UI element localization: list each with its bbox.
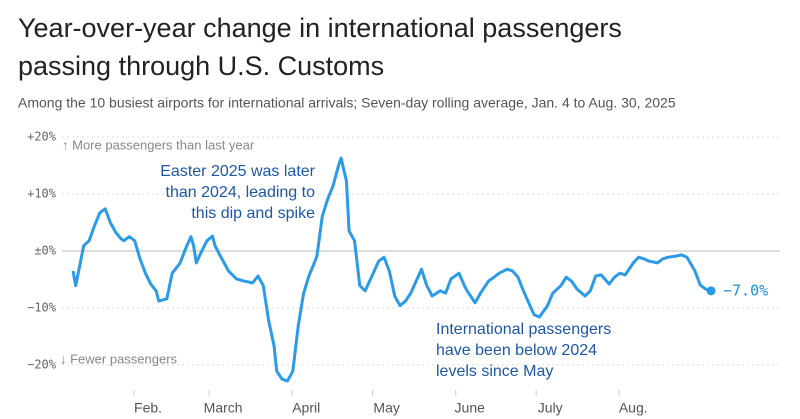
- x-tick-label: April: [292, 400, 320, 416]
- end-label: −7.0%: [723, 281, 768, 299]
- y-tick-label: +10%: [27, 186, 57, 200]
- x-tick-label: March: [204, 400, 243, 416]
- annotation: ↑ More passengers than last year: [62, 137, 255, 152]
- annotation: have been below 2024: [436, 342, 597, 359]
- x-tick-label: May: [373, 400, 399, 416]
- y-tick-label: ±0%: [34, 243, 56, 257]
- annotation: Easter 2025 was later: [160, 163, 315, 180]
- x-tick-label: Aug.: [619, 400, 648, 416]
- x-tick-label: Feb.: [134, 400, 162, 416]
- annotation: ↓ Fewer passengers: [60, 351, 178, 366]
- y-tick-label: −20%: [27, 357, 57, 371]
- data-line: [71, 156, 712, 383]
- annotation: this dip and spike: [191, 205, 315, 222]
- chart-title: passing through U.S. Customs: [18, 51, 384, 81]
- y-tick-label: −10%: [27, 300, 57, 314]
- x-tick-label: June: [455, 400, 486, 416]
- x-tick-label: July: [538, 400, 563, 416]
- y-tick-label: +20%: [27, 130, 57, 144]
- annotation: than 2024, leading to: [166, 184, 316, 201]
- annotation: International passengers: [436, 321, 611, 338]
- chart-subtitle: Among the 10 busiest airports for intern…: [18, 95, 676, 111]
- annotation: levels since May: [436, 363, 553, 380]
- chart-title: Year-over-year change in international p…: [18, 13, 622, 43]
- end-point: [706, 286, 716, 296]
